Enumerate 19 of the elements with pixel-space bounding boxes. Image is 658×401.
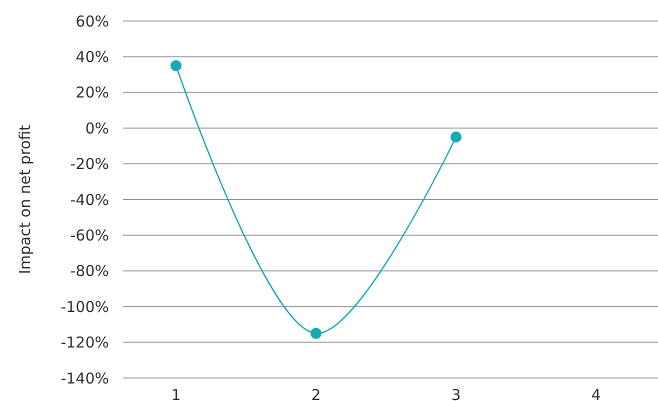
x-tick-label: 1 xyxy=(171,386,181,401)
y-tick-label: 20% xyxy=(76,84,109,102)
y-tick-label: -100% xyxy=(60,298,109,316)
point xyxy=(450,132,462,143)
y-tick-label: -60% xyxy=(70,226,109,244)
y-axis-title: Impact on net profit xyxy=(16,124,34,274)
y-tick-label: -140% xyxy=(60,369,109,388)
y-tick-label: -80% xyxy=(70,262,109,280)
point xyxy=(310,328,322,339)
y-tick-label: -40% xyxy=(70,190,109,209)
y-tick-label: 0% xyxy=(85,119,109,138)
y-tick-label: -20% xyxy=(70,155,109,174)
x-tick-label: 3 xyxy=(451,386,461,401)
y-tick-label: -120% xyxy=(60,334,109,352)
x-tick-label: 2 xyxy=(311,386,321,401)
point xyxy=(170,60,182,72)
y-tick-label: 40% xyxy=(76,48,109,66)
y-tick-label: 60% xyxy=(76,12,109,30)
x-tick-label: 4 xyxy=(591,386,601,401)
